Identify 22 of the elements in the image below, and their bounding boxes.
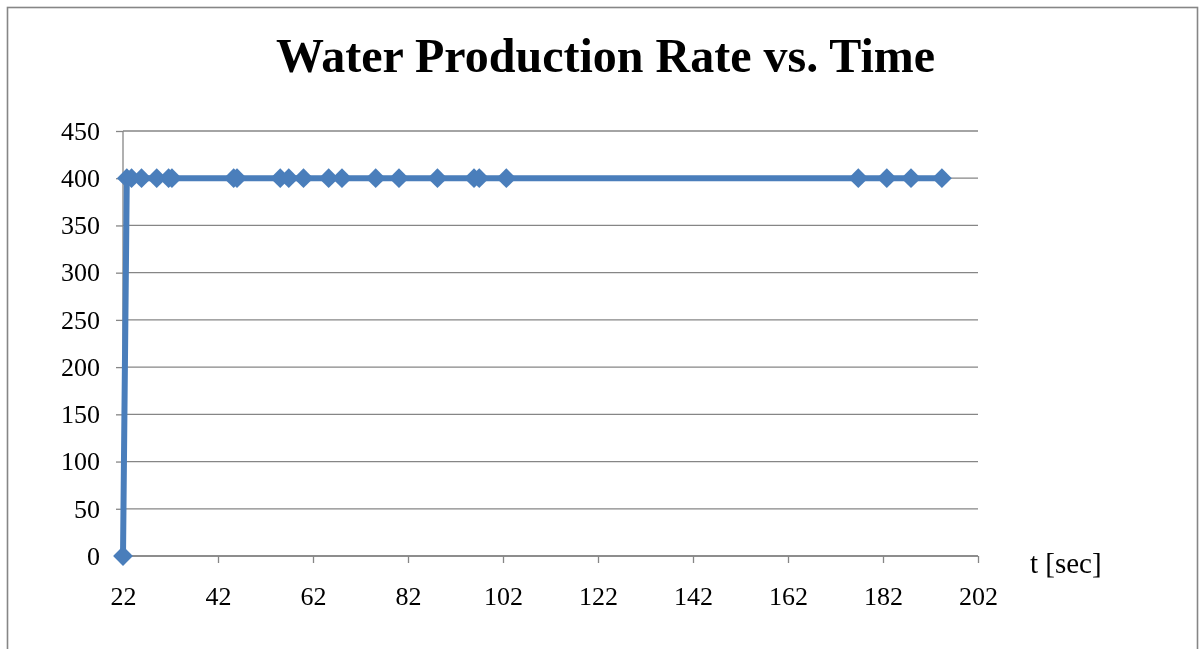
x-tick-label: 22 [110,582,137,612]
x-tick-label: 82 [395,582,422,612]
y-tick-label: 150 [61,400,100,430]
x-tick-label: 122 [579,582,618,612]
y-tick-label: 200 [61,352,100,382]
x-tick-label: 182 [864,582,903,612]
x-axis-title: t [sec] [1030,547,1102,579]
y-tick-label: 450 [61,116,100,146]
x-tick-label: 202 [959,582,998,612]
y-tick-label: 100 [61,447,100,477]
y-tick-label: 250 [61,305,100,335]
x-tick-label: 142 [674,582,713,612]
y-tick-label: 50 [74,494,100,524]
x-tick-label: 102 [484,582,523,612]
y-tick-label: 400 [61,164,100,194]
y-tick-label: 350 [61,211,100,241]
x-tick-label: 162 [769,582,808,612]
chart-title: Water Production Rate vs. Time [275,29,936,82]
x-tick-label: 62 [300,582,327,612]
x-tick-label: 42 [205,582,232,612]
y-tick-label: 0 [87,541,100,571]
y-tick-label: 300 [61,258,100,288]
